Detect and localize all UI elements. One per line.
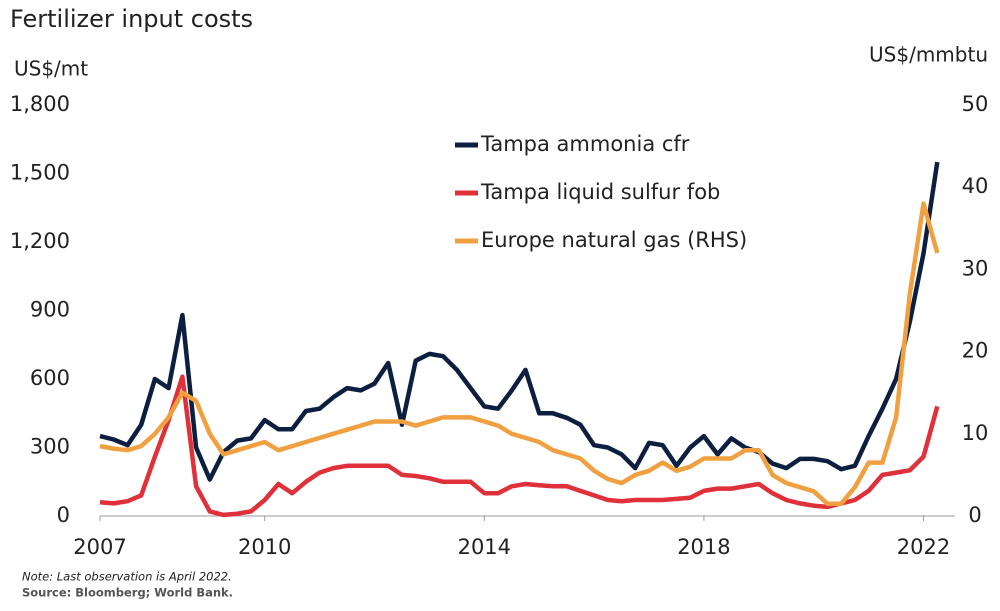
x-tick-label: 2010 [238, 535, 291, 559]
y-tick-label: 1,200 [10, 229, 70, 253]
y2-tick-label: 20 [962, 339, 989, 363]
y-tick-label: 300 [30, 435, 70, 459]
series-line [99, 201, 940, 506]
series-line [99, 374, 940, 518]
y-tick-label: 1,800 [10, 92, 70, 116]
y-tick-label: 900 [30, 298, 70, 322]
x-tick-label: 2007 [73, 535, 126, 559]
y-tick-label: 0 [57, 503, 70, 527]
x-tick-label: 2022 [897, 535, 950, 559]
y-tick-label: 1,500 [10, 161, 70, 185]
y2-tick-label: 0 [968, 503, 981, 527]
series-line [99, 161, 940, 482]
note: Note: Last observation is April 2022. [22, 570, 232, 584]
y2-tick-label: 10 [962, 421, 989, 445]
y-axis-label: US$/mt [14, 57, 88, 81]
y2-tick-label: 40 [962, 174, 989, 198]
legend-label: Tampa liquid sulfur fob [480, 180, 720, 204]
x-tick-label: 2014 [458, 535, 511, 559]
y2-tick-label: 30 [962, 256, 989, 280]
y2-tick-label: 50 [962, 92, 989, 116]
y2-axis-label: US$/mmbtu [869, 43, 988, 67]
chart-title: Fertilizer input costs [10, 5, 253, 33]
y-tick-label: 600 [30, 366, 70, 390]
legend-label: Europe natural gas (RHS) [481, 228, 747, 252]
source: Source: Bloomberg; World Bank. [22, 586, 233, 600]
x-tick-label: 2018 [677, 535, 730, 559]
legend-label: Tampa ammonia cfr [480, 132, 690, 156]
